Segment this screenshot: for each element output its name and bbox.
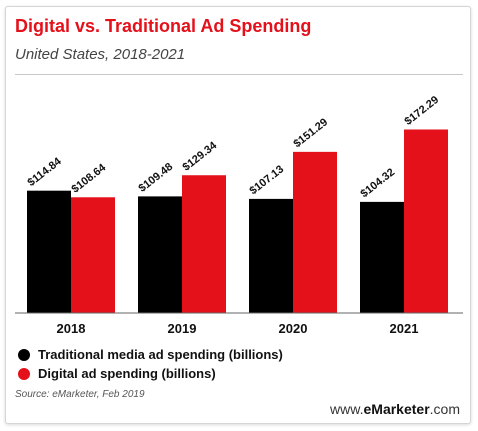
legend-item-traditional: Traditional media ad spending (billions) xyxy=(18,347,283,362)
brand-name: eMarketer xyxy=(363,401,430,417)
source-note: Source: eMarketer, Feb 2019 xyxy=(15,389,145,400)
brand-logo: www.eMarketer.com xyxy=(330,401,460,417)
data-label-digital-2018: $108.64 xyxy=(69,161,108,195)
data-label-traditional-2018: $114.84 xyxy=(25,155,64,189)
bar-digital-2020 xyxy=(293,151,337,313)
chart-subtitle: United States, 2018-2021 xyxy=(15,46,186,63)
bar-digital-2019 xyxy=(182,175,226,313)
data-label-traditional-2020: $107.13 xyxy=(247,163,286,197)
bar-traditional-2021 xyxy=(360,201,404,313)
brand-suffix: .com xyxy=(429,401,460,417)
legend-swatch-traditional xyxy=(18,348,30,361)
legend-label-traditional: Traditional media ad spending (billions) xyxy=(38,347,283,362)
x-tick-label-2018: 2018 xyxy=(57,321,86,336)
data-label-digital-2021: $172.29 xyxy=(402,94,441,128)
chart-title: Digital vs. Traditional Ad Spending xyxy=(15,16,312,36)
bar-traditional-2018 xyxy=(27,190,71,313)
bar-traditional-2020 xyxy=(249,198,293,313)
data-label-digital-2019: $129.34 xyxy=(180,139,219,173)
legend-item-digital: Digital ad spending (billions) xyxy=(18,366,216,381)
x-tick-label-2021: 2021 xyxy=(390,321,419,336)
x-tick-label-2019: 2019 xyxy=(168,321,197,336)
bar-digital-2021 xyxy=(404,129,448,313)
header-divider xyxy=(15,74,463,75)
brand-prefix: www. xyxy=(330,401,364,417)
data-label-traditional-2019: $109.48 xyxy=(136,161,175,195)
data-label-digital-2020: $151.29 xyxy=(291,116,330,150)
legend-swatch-digital xyxy=(18,367,30,380)
bar-traditional-2019 xyxy=(138,196,182,313)
bar-digital-2018 xyxy=(71,197,115,313)
legend-label-digital: Digital ad spending (billions) xyxy=(38,366,216,381)
data-label-traditional-2021: $104.32 xyxy=(358,166,397,200)
x-tick-label-2020: 2020 xyxy=(279,321,308,336)
